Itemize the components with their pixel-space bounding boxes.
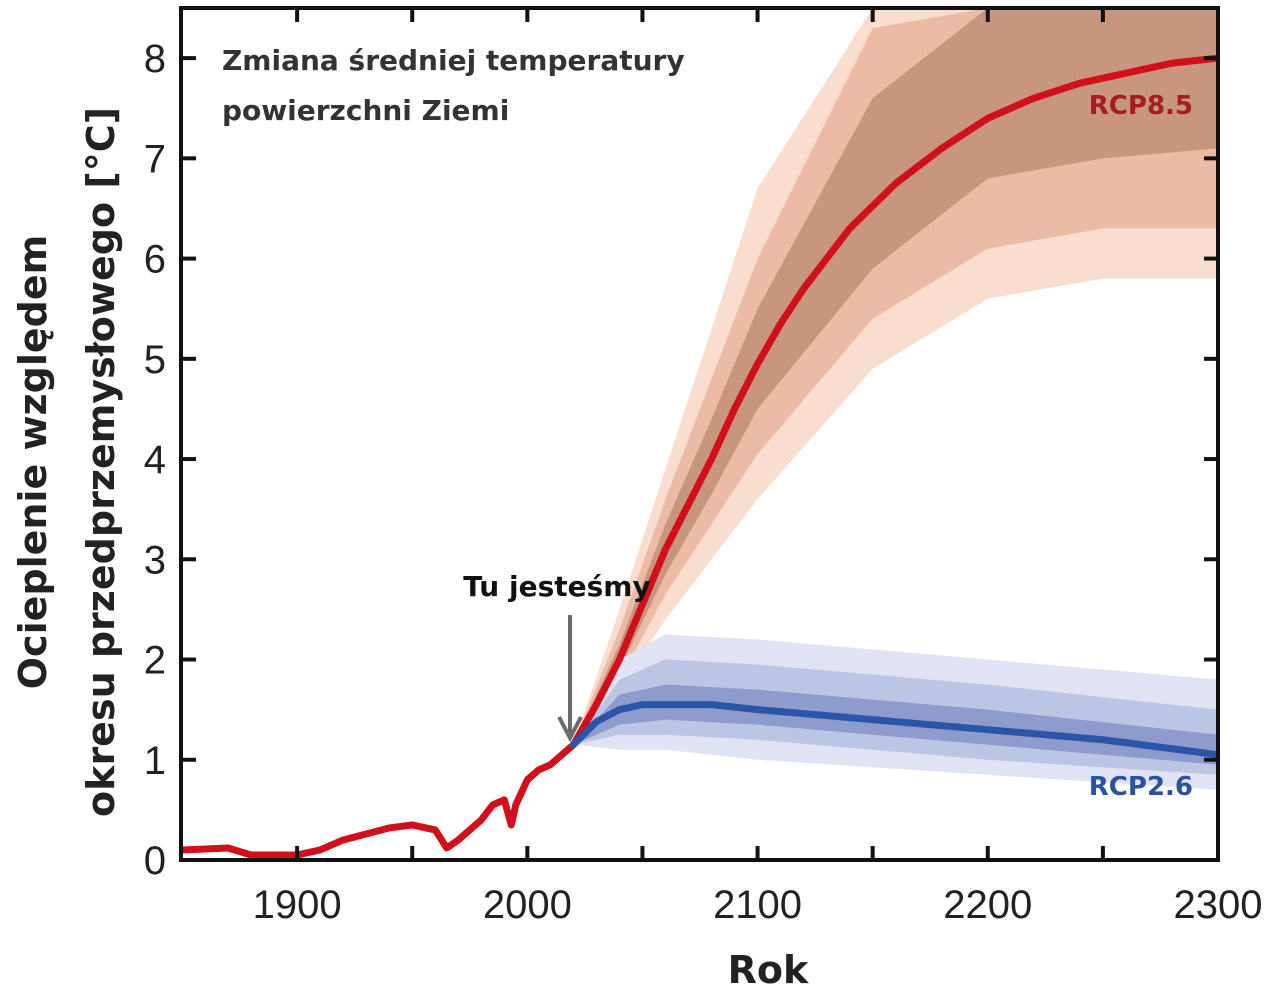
annotation-label: Tu jesteśmy (463, 570, 650, 603)
y-axis-label-line-2: okresu przedprzemysłowego [°C] (79, 107, 123, 817)
x-tick-label: 2000 (483, 883, 572, 927)
y-tick-label: 4 (144, 438, 166, 482)
x-tick-label: 2200 (943, 883, 1032, 927)
chart-title-line-1: Zmiana średniej temperatury (222, 44, 685, 77)
series-label-rcp26: RCP2.6 (1089, 772, 1193, 802)
line-rcp26 (569, 701, 1218, 759)
chart-title-line-2: powierzchni Ziemi (222, 94, 509, 127)
band-inner-rcp85 (573, 8, 1218, 745)
x-axis-label: Rok (728, 948, 809, 990)
band-mid-rcp85 (573, 8, 1218, 745)
uncertainty-bands (573, 8, 1218, 790)
y-tick-label: 1 (144, 739, 166, 783)
axis-ticks: 1900 2000 2100 2200 2300 0 1 2 3 4 5 6 7 8 (144, 8, 1263, 927)
y-tick-label: 7 (144, 137, 166, 181)
y-tick-label: 5 (144, 338, 166, 382)
y-axis-label-line-1: Ocieplenie względem (11, 235, 55, 690)
y-tick-label: 3 (144, 538, 166, 582)
x-tick-label: 1900 (253, 883, 342, 927)
x-tick-label: 2300 (1174, 883, 1263, 927)
plot-frame (179, 6, 1220, 862)
y-tick-label: 0 (144, 839, 166, 883)
x-tick-label: 2100 (713, 883, 802, 927)
y-tick-label: 8 (144, 37, 166, 81)
series-lines (182, 54, 1218, 859)
line-rcp85 (182, 54, 1218, 859)
y-tick-label: 2 (144, 639, 166, 683)
y-tick-label: 6 (144, 238, 166, 282)
series-label-rcp85: RCP8.5 (1089, 91, 1193, 121)
annotation-arrow (557, 615, 583, 743)
